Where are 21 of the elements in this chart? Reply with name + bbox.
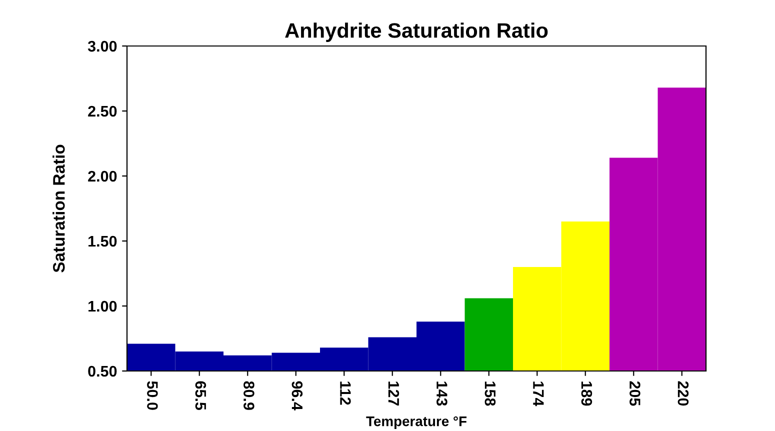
x-tick-label: 189 <box>581 382 592 406</box>
y-tick-label: 3.00 <box>88 40 117 52</box>
y-tick-label: 2.00 <box>88 170 117 182</box>
x-tick-label: 65.5 <box>195 381 206 410</box>
x-tick-label: 112 <box>340 382 351 405</box>
y-tick-label: 2.50 <box>88 106 117 117</box>
y-tick-label: 1.00 <box>88 300 117 312</box>
y-axis-title: Saturation Ratio <box>52 144 65 272</box>
x-tick-label: 80.9 <box>244 381 254 410</box>
x-tick-label: 174 <box>533 382 544 406</box>
x-tick-label: 220 <box>678 381 689 406</box>
x-tick-label: 205 <box>630 381 640 406</box>
x-tick-label: 127 <box>388 382 400 406</box>
x-tick-label: 50.0 <box>147 381 158 410</box>
x-tick-label: 158 <box>484 382 496 406</box>
x-tick-label: 143 <box>436 382 448 406</box>
y-tick-label: 1.50 <box>88 236 117 247</box>
chart-title: Anhydrite Saturation Ratio <box>285 22 548 42</box>
x-tick-label: 96.4 <box>292 381 303 410</box>
y-tick-label: 0.50 <box>88 366 117 377</box>
x-axis-title: Temperature °F <box>366 416 466 429</box>
